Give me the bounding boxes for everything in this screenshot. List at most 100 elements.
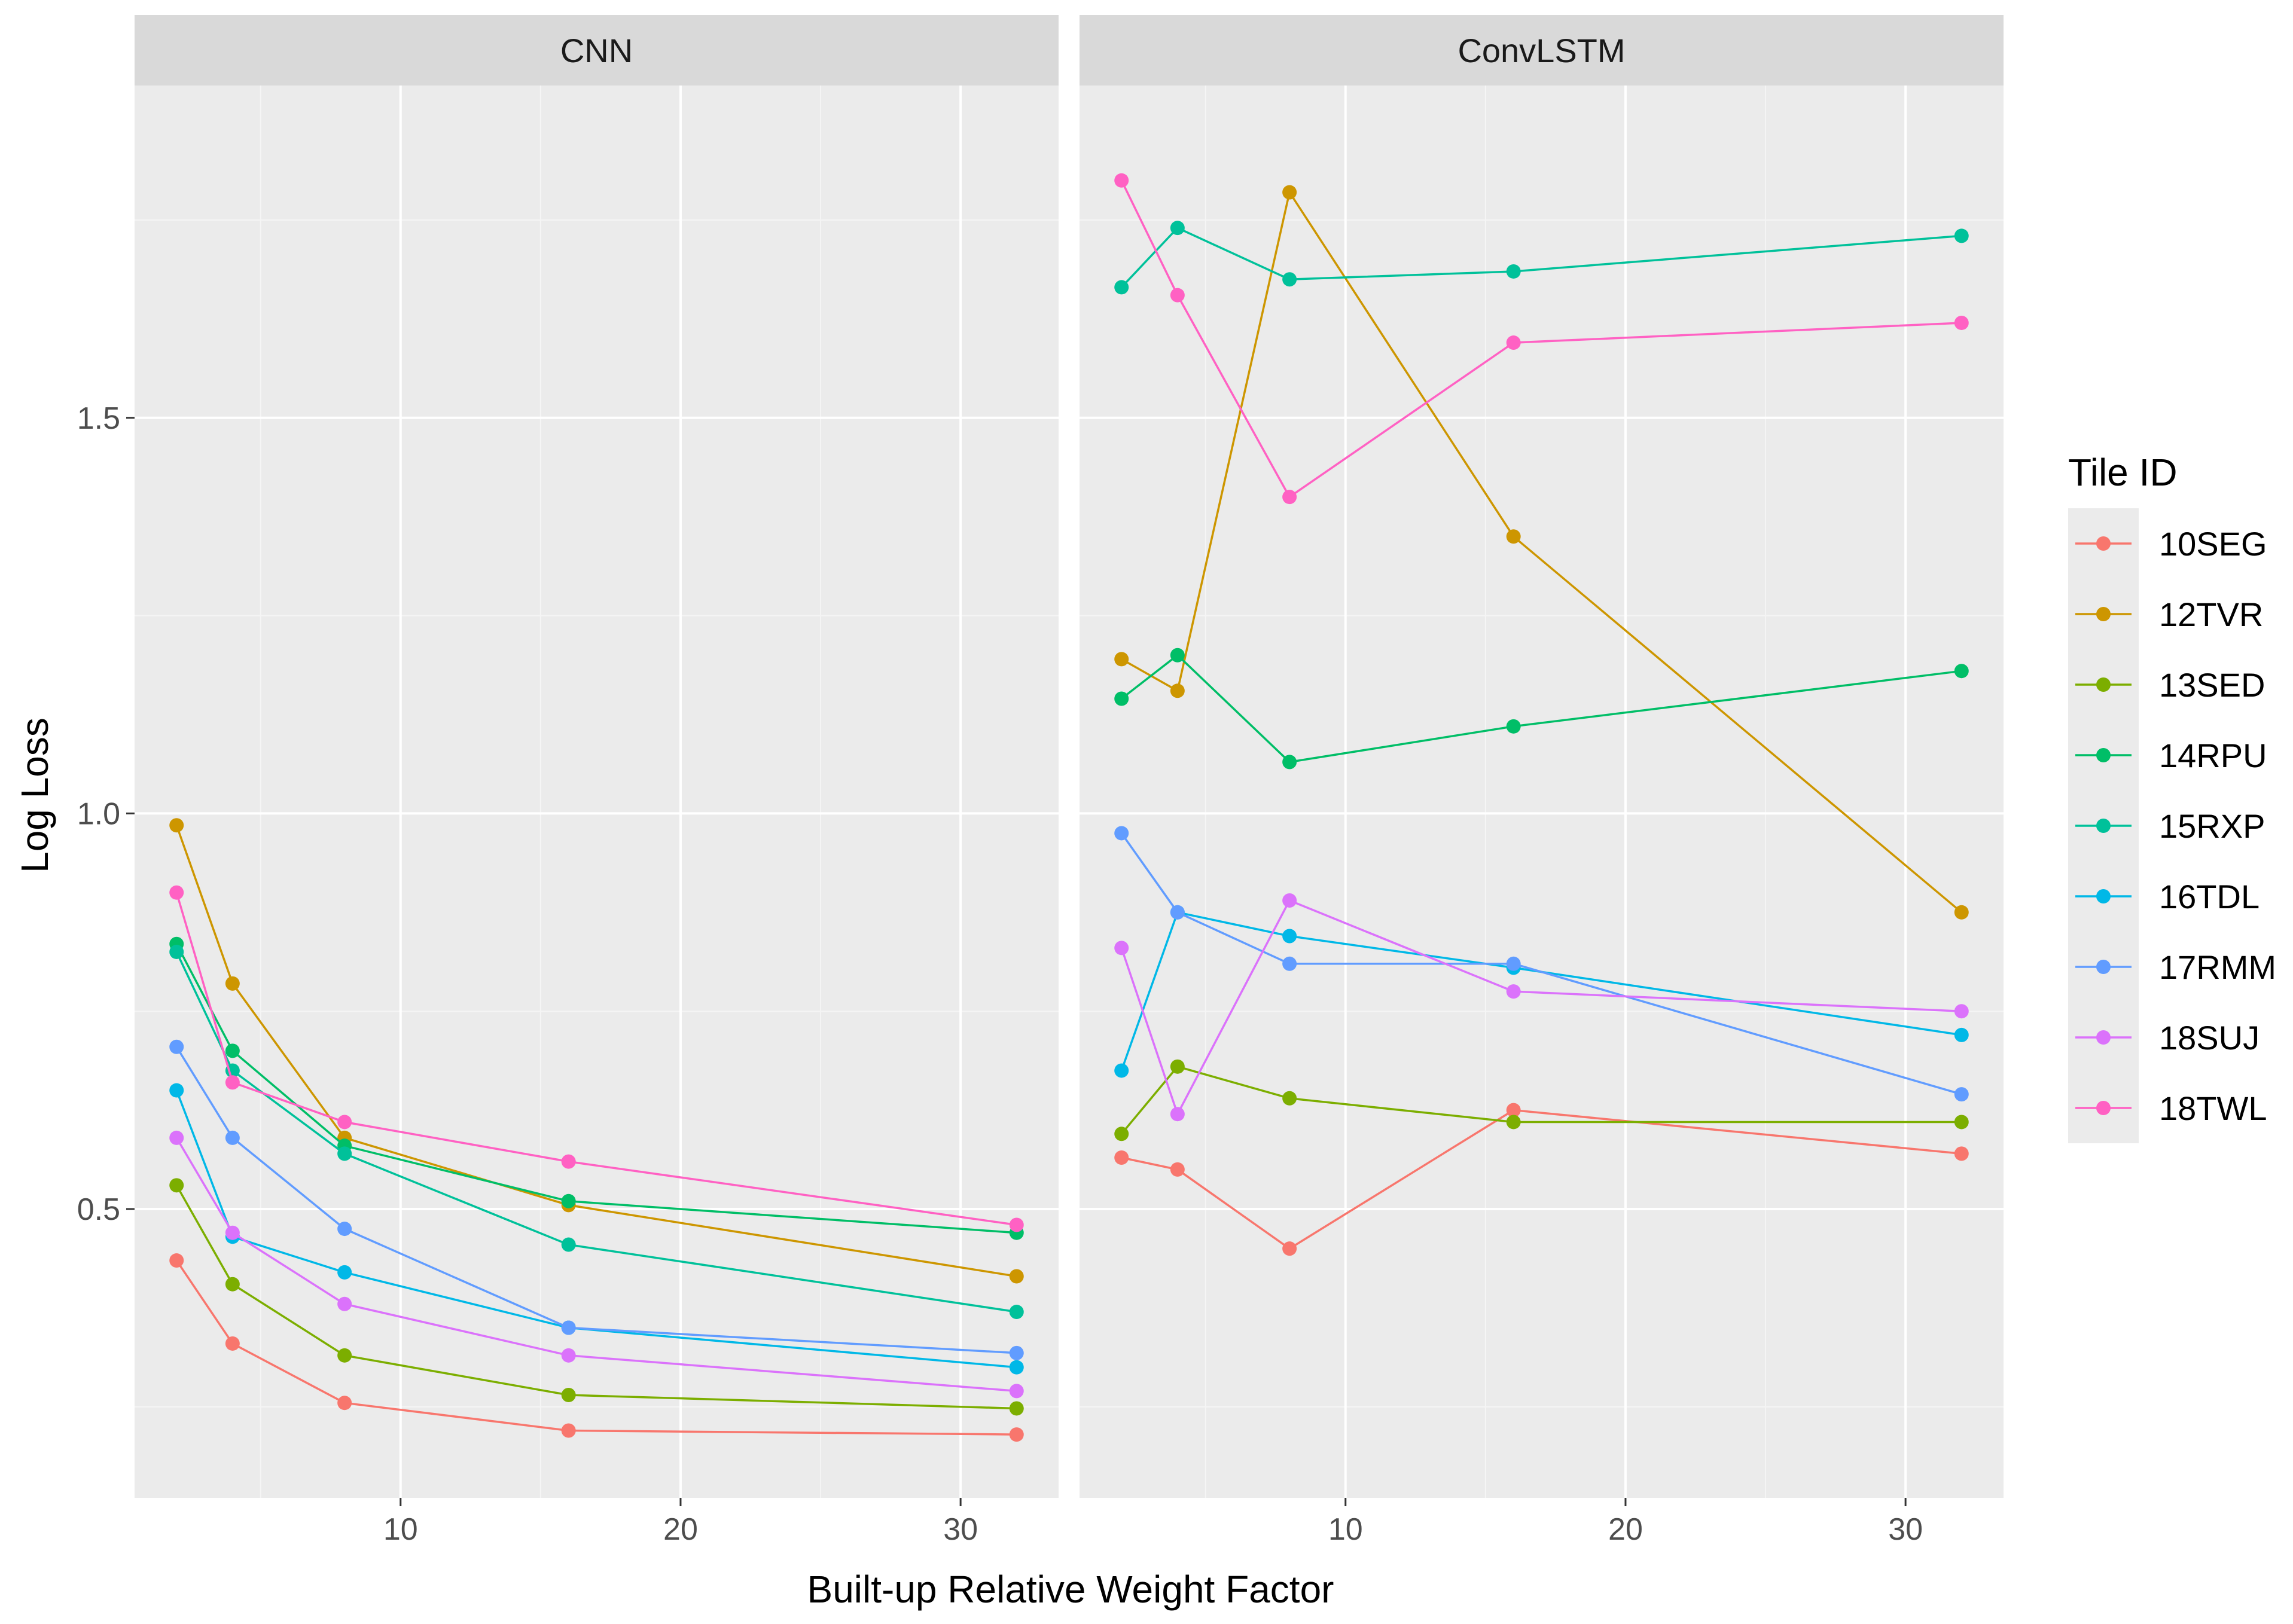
data-point <box>1114 280 1129 295</box>
data-point <box>337 1222 352 1237</box>
series-13sed <box>169 1178 1024 1416</box>
data-point <box>1282 1241 1297 1256</box>
data-point <box>225 1075 240 1090</box>
panel-cnn: CNN 10 20 30 0.5 1.0 1.5 <box>77 15 1059 1547</box>
data-point <box>225 1277 240 1292</box>
facet-strip <box>135 15 1059 86</box>
data-point <box>1009 1401 1024 1416</box>
legend-item-14rpu: 14RPU <box>2075 737 2267 774</box>
x-tick-label: 20 <box>1608 1512 1643 1547</box>
data-point <box>1114 1127 1129 1141</box>
series-17rmm <box>169 1039 1024 1360</box>
data-point <box>337 1348 352 1363</box>
legend-key-point <box>2096 607 2111 621</box>
facet-strip <box>1080 15 2004 86</box>
panel-background <box>135 86 1059 1498</box>
data-point <box>561 1348 576 1363</box>
x-tick-label: 30 <box>943 1512 978 1547</box>
legend-title: Tile ID <box>2068 451 2178 494</box>
legend-label: 10SEG <box>2159 525 2267 563</box>
data-point <box>169 944 184 959</box>
legend-key-point <box>2096 1101 2111 1115</box>
data-point <box>169 1130 184 1145</box>
legend-key-point <box>2096 819 2111 833</box>
data-point <box>1170 648 1185 663</box>
data-point <box>1114 173 1129 188</box>
data-point <box>1114 691 1129 706</box>
data-point <box>169 885 184 900</box>
data-point <box>561 1320 576 1335</box>
legend-item-13sed: 13SED <box>2075 666 2265 704</box>
legend-item-10seg: 10SEG <box>2075 525 2267 563</box>
data-point <box>1170 221 1185 236</box>
legend-label: 12TVR <box>2159 596 2263 633</box>
legend-label: 13SED <box>2159 666 2265 704</box>
series-18twl <box>169 885 1024 1232</box>
facet-strip-label: ConvLSTM <box>1457 32 1625 69</box>
data-point <box>1282 755 1297 770</box>
data-point <box>1170 1107 1185 1122</box>
legend-key-point <box>2096 748 2111 762</box>
legend-item-18twl: 18TWL <box>2075 1089 2267 1127</box>
data-point <box>1170 288 1185 303</box>
y-tick-label: 1.0 <box>77 796 120 831</box>
data-point <box>561 1154 576 1169</box>
data-point <box>1954 1027 1969 1042</box>
series-18twl <box>1114 173 1969 505</box>
data-point <box>1282 185 1297 200</box>
data-point <box>1506 1115 1521 1130</box>
series-10seg <box>1114 1103 1969 1256</box>
legend-key-point <box>2096 1030 2111 1045</box>
data-point <box>1170 683 1185 698</box>
legend-label: 14RPU <box>2159 737 2267 774</box>
legend-key-point <box>2096 960 2111 974</box>
legend-key-point <box>2096 677 2111 692</box>
data-point <box>1954 1146 1969 1161</box>
data-point <box>225 1225 240 1240</box>
panels: CNN 10 20 30 0.5 1.0 1.5 ConvLSTM 10 20 30 <box>77 15 2004 1547</box>
series-18suj <box>169 1130 1024 1399</box>
data-point <box>169 1039 184 1054</box>
y-tick-label: 0.5 <box>77 1192 120 1227</box>
data-point <box>1114 826 1129 841</box>
data-point <box>225 1336 240 1351</box>
data-point <box>1114 941 1129 956</box>
data-point <box>1954 315 1969 330</box>
data-point <box>1506 529 1521 544</box>
data-point <box>1170 1059 1185 1074</box>
data-point <box>1954 228 1969 243</box>
data-point <box>337 1115 352 1130</box>
y-axis-title: Log Loss <box>13 718 56 873</box>
data-point <box>169 818 184 833</box>
legend-item-18suj: 18SUJ <box>2075 1019 2260 1057</box>
data-point <box>1282 1091 1297 1106</box>
series-15rxp <box>1114 221 1969 295</box>
series-13sed <box>1114 1059 1969 1141</box>
data-point <box>1009 1384 1024 1399</box>
series-15rxp <box>169 944 1024 1320</box>
data-point <box>1506 984 1521 999</box>
data-point <box>561 1423 576 1438</box>
x-tick-label: 10 <box>1328 1512 1363 1547</box>
data-point <box>1506 335 1521 350</box>
data-point <box>1114 1063 1129 1078</box>
legend-label: 17RMM <box>2159 948 2276 986</box>
data-point <box>1954 905 1969 920</box>
y-tick-label: 1.5 <box>77 401 120 436</box>
data-point <box>1954 1115 1969 1130</box>
legend-key-point <box>2096 536 2111 551</box>
data-point <box>225 976 240 991</box>
data-point <box>337 1146 352 1161</box>
data-point <box>1114 1150 1129 1165</box>
legend-item-17rmm: 17RMM <box>2075 948 2276 986</box>
legend-label: 16TDL <box>2159 878 2260 915</box>
series-17rmm <box>1114 826 1969 1102</box>
panel-convlstm: ConvLSTM 10 20 30 <box>1080 15 2004 1547</box>
data-point <box>169 1083 184 1098</box>
legend-label: 18SUJ <box>2159 1019 2260 1057</box>
data-point <box>1009 1269 1024 1284</box>
x-tick-label: 20 <box>663 1512 698 1547</box>
data-point <box>225 1130 240 1145</box>
data-point <box>1282 893 1297 908</box>
data-point <box>337 1265 352 1280</box>
